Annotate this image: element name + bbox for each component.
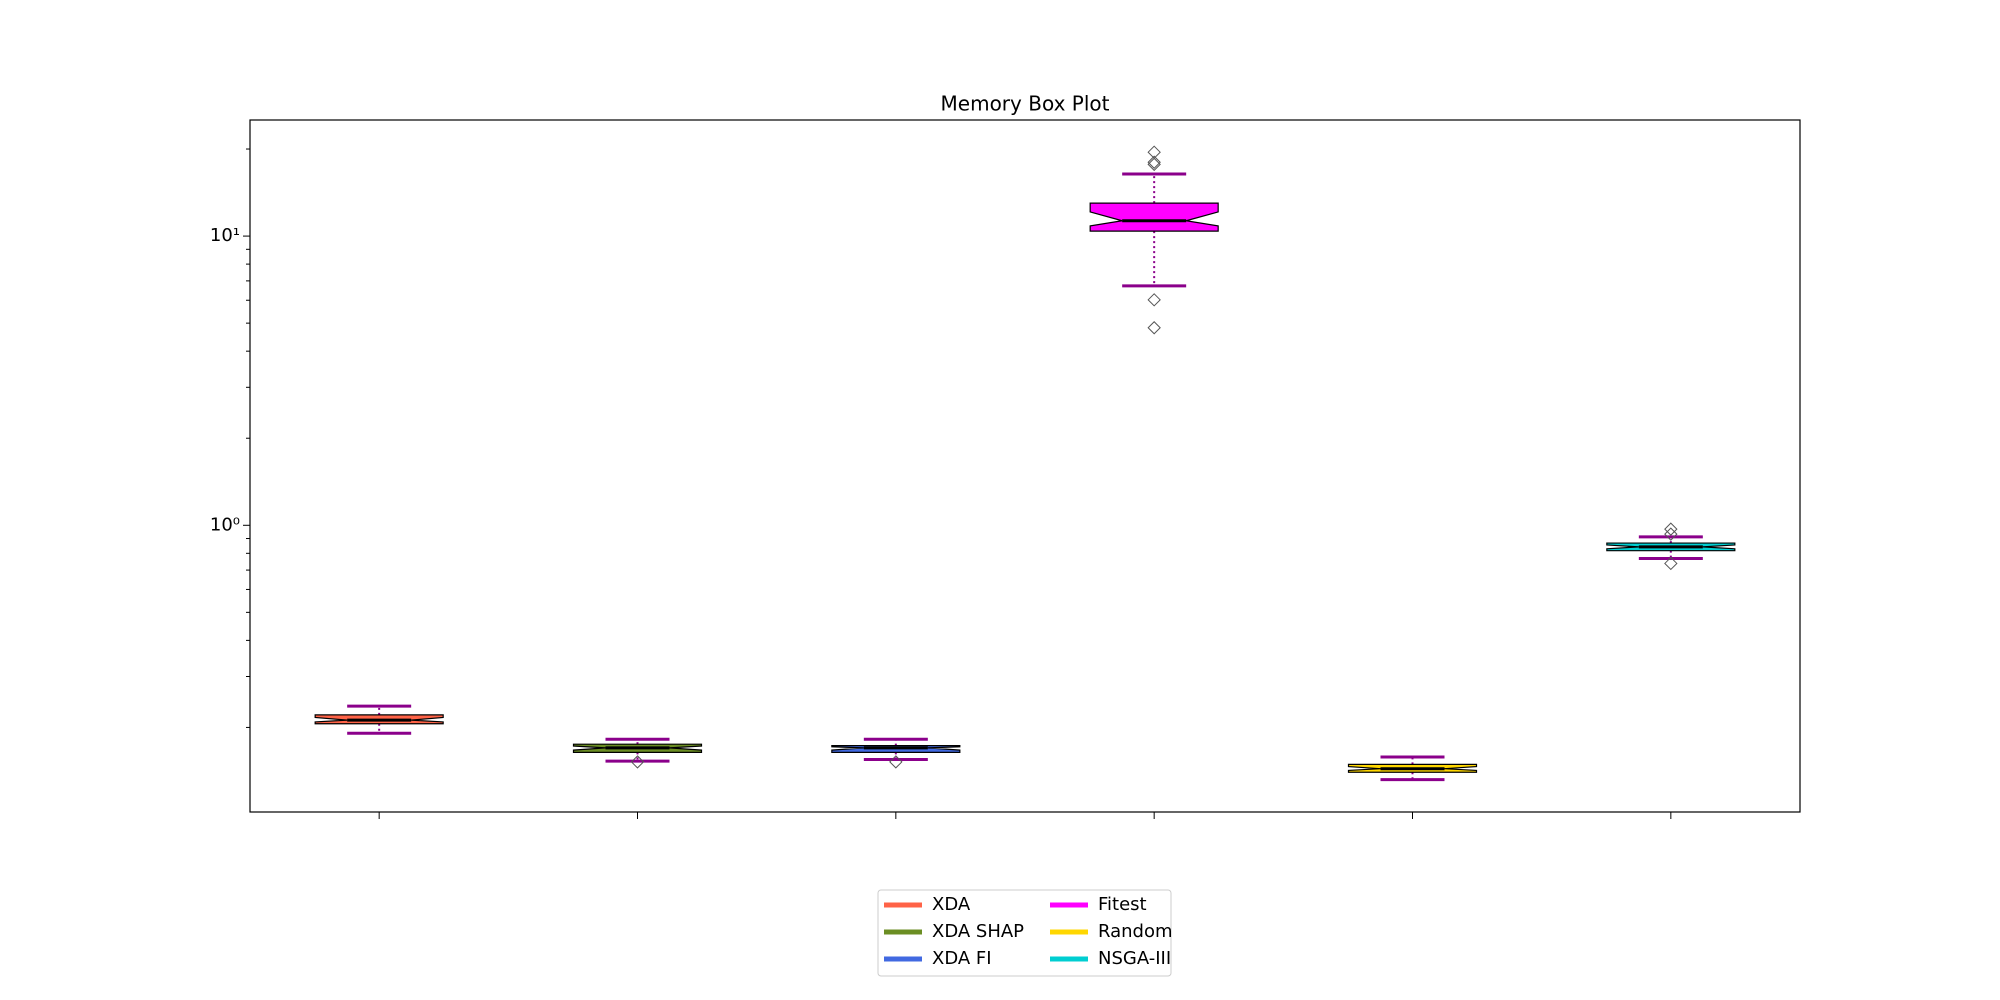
outlier	[1664, 527, 1678, 541]
legend-label: XDA FI	[932, 948, 992, 969]
legend-label: XDA	[932, 894, 971, 915]
plot-frame	[249, 119, 1801, 813]
outlier	[1664, 556, 1678, 571]
chart-title: Memory Box Plot	[941, 92, 1110, 116]
outlier	[1147, 321, 1161, 335]
outlier	[889, 755, 903, 769]
outlier	[1147, 157, 1161, 172]
outlier	[1147, 155, 1161, 169]
y-tick-label: 10¹	[210, 225, 240, 246]
outlier	[630, 755, 645, 769]
legend-label: XDA SHAP	[932, 921, 1024, 942]
legend-label: NSGA-III	[1098, 948, 1171, 969]
outlier	[1147, 293, 1161, 307]
outlier	[1664, 522, 1678, 536]
legend-label: Random	[1098, 921, 1173, 942]
box	[1089, 202, 1219, 232]
legend-label: Fitest	[1098, 894, 1147, 915]
y-tick-label: 10⁰	[210, 514, 240, 535]
legend-box	[877, 889, 1172, 977]
